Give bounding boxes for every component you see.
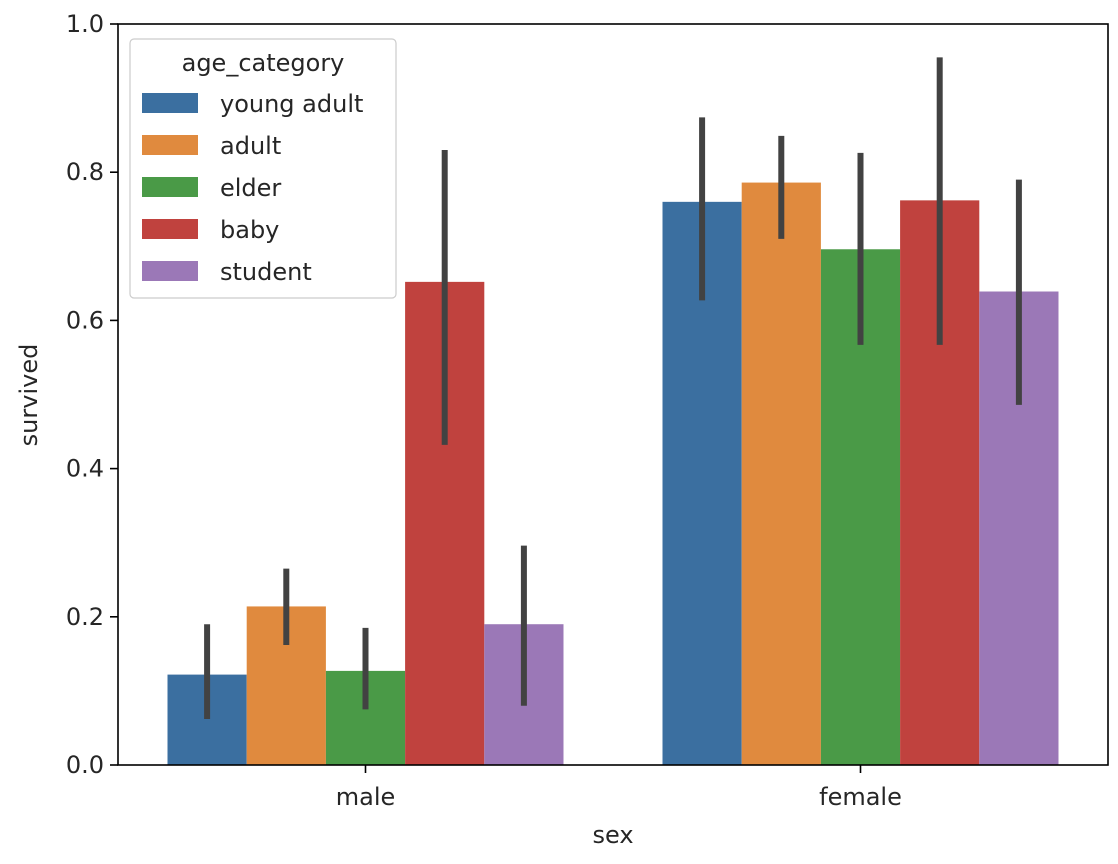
- y-tick-label: 0.2: [66, 603, 104, 631]
- x-axis: male female: [336, 765, 902, 811]
- legend-swatch: [142, 93, 198, 113]
- bars-layer: [167, 182, 1059, 766]
- error-bars-layer: [204, 57, 1022, 720]
- legend-label: adult: [220, 132, 281, 160]
- legend-swatch: [142, 177, 198, 197]
- legend-swatch: [142, 261, 198, 281]
- x-tick-label: male: [336, 783, 396, 811]
- legend-items: young adult adult elder baby student: [142, 90, 363, 286]
- y-tick-label: 0.0: [66, 751, 104, 779]
- bar-female-adult: [741, 182, 821, 766]
- y-tick-label: 0.8: [66, 158, 104, 186]
- y-axis-label: survived: [15, 344, 43, 447]
- x-tick-label: female: [819, 783, 902, 811]
- y-tick-label: 0.4: [66, 455, 104, 483]
- y-tick-label: 0.6: [66, 306, 104, 334]
- legend-swatch: [142, 135, 198, 155]
- legend: age_category young adult adult elder baby st…: [129, 38, 397, 299]
- legend-label: baby: [220, 216, 279, 244]
- y-axis: 0.0 0.2 0.4 0.6 0.8 1.0: [66, 10, 118, 779]
- plot-frame: [117, 23, 1109, 766]
- legend-label: young adult: [220, 90, 363, 118]
- legend-swatch: [142, 219, 198, 239]
- x-axis-label: sex: [592, 821, 633, 849]
- legend-label: elder: [220, 174, 281, 202]
- legend-label: student: [220, 258, 312, 286]
- y-tick-label: 1.0: [66, 10, 104, 38]
- legend-title: age_category: [182, 49, 345, 77]
